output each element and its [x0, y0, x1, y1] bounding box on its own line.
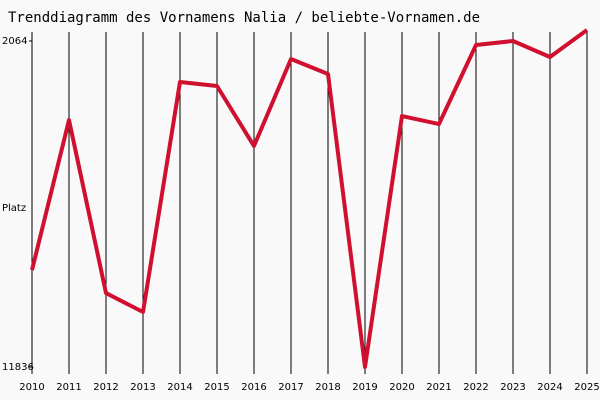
x-tick-label: 2012	[93, 382, 118, 393]
y-axis-label: Platz	[2, 203, 26, 214]
x-tick-label: 2015	[204, 382, 229, 393]
x-tick-label: 2020	[389, 382, 414, 393]
x-tick-label: 2025	[574, 382, 599, 393]
x-tick-label: 2010	[19, 382, 44, 393]
x-tick-label: 2013	[130, 382, 155, 393]
x-tick-label: 2014	[167, 382, 192, 393]
chart-title: Trenddiagramm des Vornamens Nalia / beli…	[8, 10, 480, 26]
x-tick-label: 2021	[426, 382, 451, 393]
x-tick-label: 2011	[56, 382, 81, 393]
x-tick-label: 2023	[500, 382, 525, 393]
x-tick-label: 2017	[278, 382, 303, 393]
y-tick-label: 11836	[2, 362, 34, 373]
x-tick-label: 2018	[315, 382, 340, 393]
x-tick-label: 2019	[352, 382, 377, 393]
x-tick-label: 2024	[537, 382, 562, 393]
y-tick-label: 2064	[2, 36, 27, 47]
x-tick-label: 2022	[463, 382, 488, 393]
x-tick-label: 2016	[241, 382, 266, 393]
line-series	[30, 28, 589, 369]
